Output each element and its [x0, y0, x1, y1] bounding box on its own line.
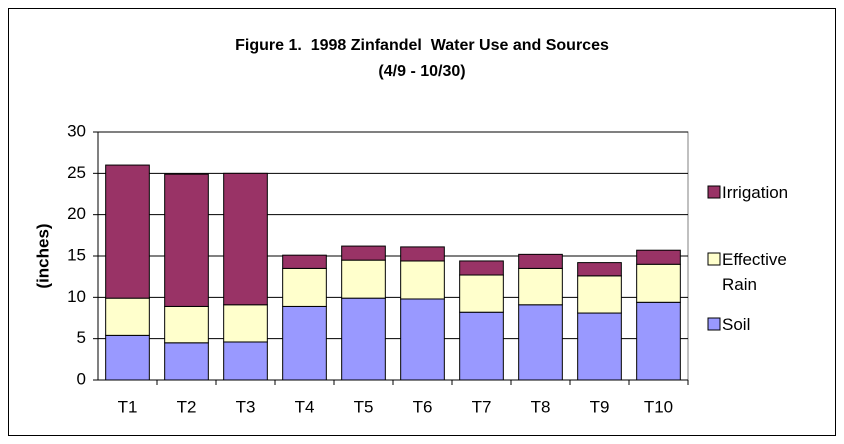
y-axis-label: (inches): [33, 223, 52, 288]
bar-segment: [577, 262, 622, 277]
bar-segment: [282, 267, 327, 307]
bar-segment: [105, 164, 150, 299]
chart-title: Figure 1. 1998 Zinfandel Water Use and S…: [235, 37, 609, 54]
x-tick-label: T9: [590, 397, 610, 416]
legend-label: Effective Rain: [722, 250, 787, 294]
x-tick-label: T10: [644, 397, 673, 416]
x-tick-label: T3: [236, 397, 256, 416]
bar-segment: [341, 245, 386, 261]
bar-segment: [636, 249, 681, 265]
y-tick-label: 5: [77, 328, 86, 347]
bar-segment: [223, 341, 268, 381]
x-tick-label: T8: [531, 397, 551, 416]
bar-segment: [105, 334, 150, 381]
bar-segment: [459, 274, 504, 313]
bar-segment: [400, 260, 445, 300]
bar-segment: [341, 259, 386, 299]
legend-label: Irrigation: [722, 183, 789, 202]
y-tick-label: 25: [67, 163, 86, 182]
y-tick-label: 20: [67, 204, 86, 223]
bar-segment: [223, 172, 268, 306]
bar-segment: [282, 305, 327, 381]
bar-segment: [164, 305, 209, 344]
bar-segment: [636, 263, 681, 303]
y-tick-label: 30: [67, 121, 86, 140]
bar-segment: [400, 246, 445, 262]
x-tick-label: T7: [472, 397, 492, 416]
legend-swatch: [707, 185, 721, 199]
legend-label: Soil: [722, 315, 751, 334]
x-tick-label: T2: [177, 397, 197, 416]
bar-segment: [164, 173, 209, 307]
y-tick-label: 15: [67, 245, 86, 264]
bar-segment: [164, 342, 209, 381]
bar-segment: [518, 304, 563, 381]
x-tick-label: T4: [295, 397, 315, 416]
bar-segment: [459, 311, 504, 381]
bar-segment: [400, 298, 445, 381]
y-tick-label: 10: [67, 287, 86, 306]
bar-segment: [223, 304, 268, 343]
y-tick-label: 0: [77, 369, 86, 388]
bar-segment: [341, 297, 386, 381]
bar-segment: [577, 312, 622, 381]
legend-swatch: [707, 317, 721, 331]
bar-segment: [105, 297, 150, 336]
x-tick-label: T6: [413, 397, 433, 416]
bar-segment: [577, 275, 622, 314]
bar-segment: [459, 260, 504, 276]
bar-segment: [518, 253, 563, 269]
bar-segment: [518, 267, 563, 306]
x-tick-label: T1: [118, 397, 138, 416]
x-tick-label: T5: [354, 397, 374, 416]
bar-segment: [636, 301, 681, 381]
chart-subtitle: (4/9 - 10/30): [378, 63, 465, 80]
bar-segment: [282, 254, 327, 269]
legend-swatch: [707, 252, 721, 266]
